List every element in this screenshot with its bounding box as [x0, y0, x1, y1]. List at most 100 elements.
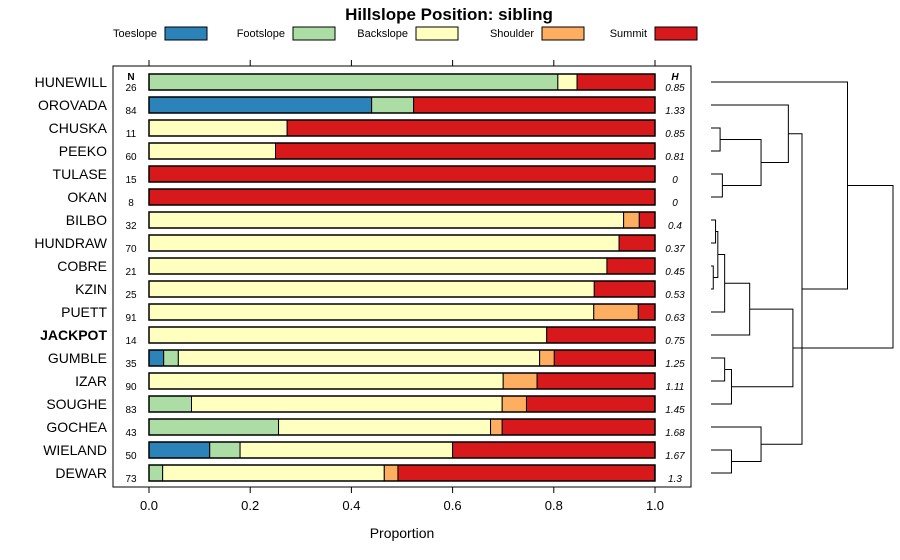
- x-axis: 0.0 0.2 0.4 0.6 0.8 1.0: [140, 60, 664, 513]
- bar-outline-bilbo: [148, 211, 656, 229]
- dendrogram-link-3: [711, 265, 714, 290]
- bar-outline-tulase: [148, 165, 656, 183]
- bar-wieland-backslope: [239, 441, 454, 459]
- bar-puett-summit: [637, 303, 656, 321]
- bar-chuska-summit: [286, 119, 656, 137]
- h-value-soughe: 1.45: [665, 405, 685, 416]
- dendrogram: [711, 81, 894, 474]
- bar-orovada-summit: [413, 96, 656, 114]
- dendrogram-link-13: [711, 104, 789, 163]
- h-value-cobre: 0.45: [665, 267, 685, 278]
- bar-wieland-footslope: [209, 441, 241, 459]
- row-label-cobre: COBRE: [57, 258, 107, 274]
- n-value-soughe: 83: [125, 405, 137, 416]
- bar-gochea-backslope: [278, 418, 492, 436]
- row-label-gumble: GUMBLE: [48, 350, 107, 366]
- row-label-soughe: SOUGHE: [46, 396, 107, 412]
- bar-gumble-summit: [553, 349, 657, 367]
- row-label-dewar: DEWAR: [55, 465, 107, 481]
- bar-outline-dewar: [148, 464, 656, 482]
- dendrogram-link-9: [711, 426, 762, 462]
- n-column-header: N: [127, 72, 134, 83]
- row-label-hunewill: HUNEWILL: [35, 74, 108, 90]
- row-label-izar: IZAR: [75, 373, 107, 389]
- x-axis-label: Proportion: [370, 525, 435, 541]
- bar-hundraw-backslope: [148, 234, 620, 252]
- bar-kzin-summit: [593, 280, 656, 298]
- legend-label-shoulder: Shoulder: [490, 28, 534, 40]
- bar-outline-jackpot: [148, 326, 656, 344]
- legend-label-summit: Summit: [610, 28, 647, 40]
- bar-dewar-footslope: [148, 464, 164, 482]
- row-label-bilbo: BILBO: [66, 212, 107, 228]
- h-value-gochea: 1.68: [665, 428, 685, 439]
- bar-gochea-summit: [501, 418, 656, 436]
- bar-hundraw-summit: [618, 234, 656, 252]
- n-value-dewar: 73: [125, 474, 137, 485]
- bar-gumble-footslope: [163, 349, 179, 367]
- bar-hunewill-summit: [576, 73, 656, 91]
- bar-dewar-summit: [397, 464, 655, 482]
- bar-outline-okan: [148, 188, 656, 206]
- x-tick-label-5: 1.0: [646, 498, 664, 513]
- row-label-kzin: KZIN: [75, 281, 107, 297]
- legend-label-backslope: Backslope: [357, 28, 408, 40]
- bar-cobre-summit: [606, 257, 656, 275]
- row-label-puett: PUETT: [61, 304, 107, 320]
- x-tick-label-4: 0.8: [545, 498, 563, 513]
- row-label-peeko: PEEKO: [59, 143, 107, 159]
- row-label-hundraw: HUNDRAW: [34, 235, 107, 251]
- bar-hunewill-footslope: [148, 73, 559, 91]
- bar-puett-shoulder: [593, 303, 639, 321]
- n-value-peeko: 60: [125, 152, 137, 163]
- h-value-okan: 0: [672, 198, 678, 209]
- h-labels: 0.85 1.33 0.85 0.81 0 0 0.4 0.37 0.45 0.53 0.63 0.7…: [665, 83, 685, 485]
- legend-label-footslope: Footslope: [237, 28, 285, 40]
- row-label-chuska: CHUSKA: [49, 120, 108, 136]
- legend-swatch-toeslope: [164, 26, 208, 41]
- x-tick-label-0: 0.0: [140, 498, 158, 513]
- bar-cobre-backslope: [148, 257, 608, 275]
- n-value-wieland: 50: [125, 451, 137, 462]
- bar-soughe-summit: [525, 395, 655, 413]
- x-tick-label-3: 0.6: [444, 498, 462, 513]
- bar-outline-hundraw: [148, 234, 656, 252]
- n-value-tulase: 15: [125, 175, 137, 186]
- dendrogram-link-16: [792, 185, 894, 349]
- row-label-tulase: TULASE: [53, 166, 107, 182]
- bar-outline-hunewill: [148, 73, 656, 91]
- bar-orovada-footslope: [371, 96, 415, 114]
- bar-gumble-backslope: [177, 349, 541, 367]
- dendrogram-link-2: [711, 219, 717, 244]
- bar-bilbo-backslope: [148, 211, 625, 229]
- h-value-dewar: 1.3: [668, 474, 682, 485]
- legend-swatch-shoulder: [541, 26, 585, 41]
- n-value-okan: 8: [128, 198, 134, 209]
- bar-dewar-backslope: [162, 464, 385, 482]
- dendrogram-link-12: [731, 308, 794, 388]
- bar-peeko-summit: [275, 142, 656, 160]
- bar-outline-izar: [148, 372, 656, 390]
- h-value-peeko: 0.81: [665, 152, 684, 163]
- n-value-gochea: 43: [125, 428, 137, 439]
- chart-title: Hillslope Position: sibling: [345, 5, 553, 24]
- bar-okan-summit: [148, 188, 656, 206]
- h-column-header: H: [671, 72, 679, 83]
- bar-kzin-backslope: [148, 280, 595, 298]
- bar-gumble-toeslope: [148, 349, 165, 367]
- bar-gochea-footslope: [148, 418, 280, 436]
- bar-peeko-backslope: [148, 142, 276, 160]
- bar-soughe-shoulder: [501, 395, 527, 413]
- h-value-hunewill: 0.85: [665, 83, 685, 94]
- n-value-puett: 91: [125, 313, 137, 324]
- bar-outline-chuska: [148, 119, 656, 137]
- row-labels: HUNEWILL OROVADA CHUSKA PEEKO TULASE OKAN BILB…: [34, 74, 107, 481]
- bar-outline-orovada: [148, 96, 656, 114]
- bar-outline-wieland: [148, 441, 656, 459]
- h-value-izar: 1.11: [666, 382, 685, 393]
- bar-orovada-toeslope: [148, 96, 373, 114]
- h-value-gumble: 1.25: [665, 359, 685, 370]
- n-value-kzin: 25: [125, 290, 137, 301]
- row-label-gochea: GOCHEA: [46, 419, 107, 435]
